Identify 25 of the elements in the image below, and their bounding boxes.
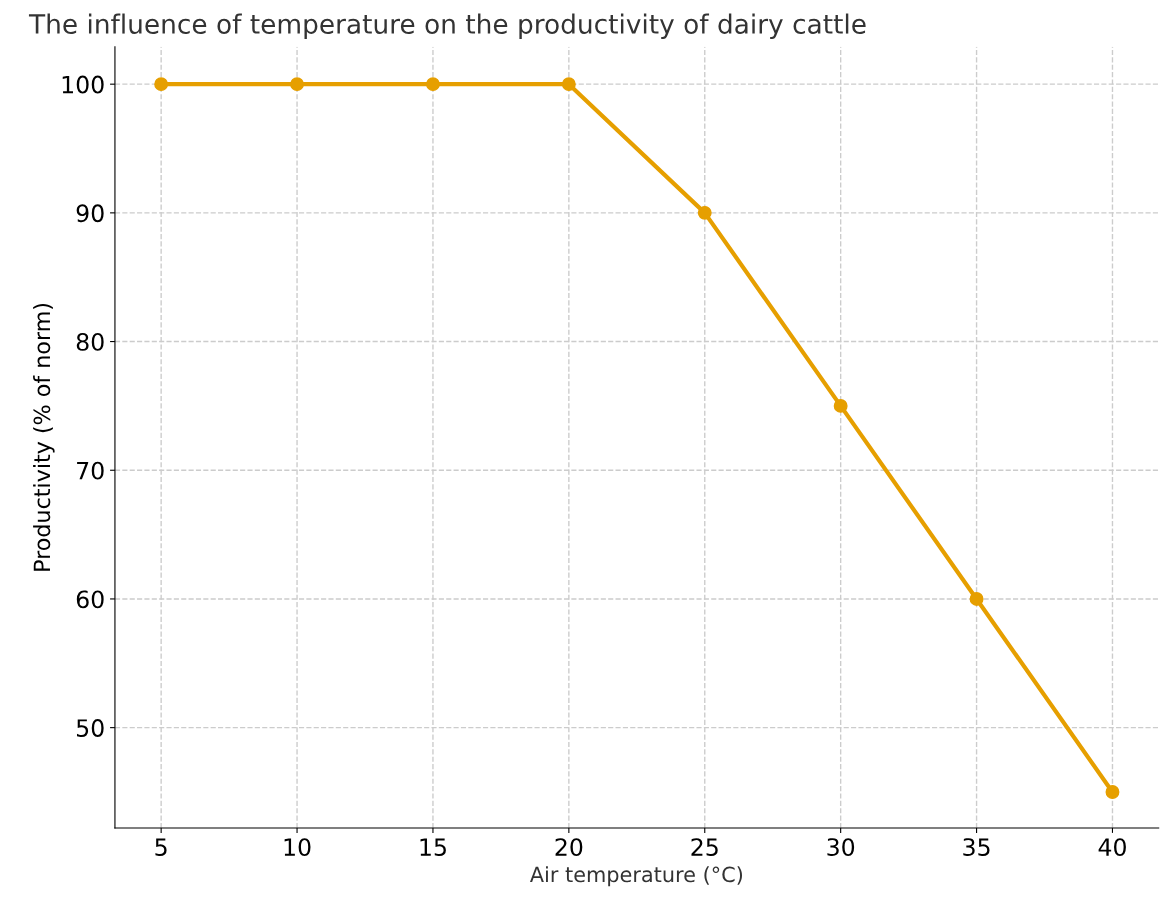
y-tick-label: 70: [77, 461, 104, 480]
x-tick-label: 30: [827, 838, 855, 857]
chart-title: The influence of temperature on the productivity of dairy cattle: [28, 13, 866, 40]
y-tick-label: 80: [76, 333, 104, 351]
point: [697, 205, 712, 220]
x-tick-label: 25: [691, 838, 718, 857]
x-tick-label: 40: [1098, 838, 1126, 857]
y-tick-label: 60: [76, 590, 104, 609]
y-tick-label: 100: [62, 75, 104, 94]
y-tick-label: 50: [76, 719, 104, 737]
point: [1105, 785, 1120, 799]
point: [561, 77, 576, 92]
point: [154, 77, 169, 92]
y-tick-label: 90: [76, 204, 104, 223]
x-tick-label: 20: [555, 838, 583, 857]
x-axis-title: Air temperature (°C): [529, 866, 743, 887]
point: [290, 77, 304, 92]
point: [969, 592, 984, 606]
point: [833, 398, 848, 413]
x-tick-label: 15: [420, 838, 446, 857]
point: [426, 77, 440, 92]
x-tick-label: 35: [963, 838, 990, 857]
y-axis-title: Productivity (% of norm): [33, 303, 55, 571]
x-tick-label: 5: [155, 838, 167, 857]
x-tick-label: 10: [284, 838, 311, 857]
